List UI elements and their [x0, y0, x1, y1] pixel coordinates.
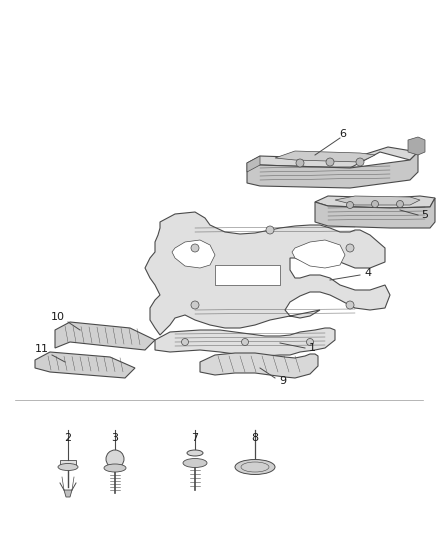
Polygon shape: [155, 328, 335, 356]
Text: 2: 2: [64, 433, 71, 443]
Polygon shape: [200, 353, 318, 378]
Polygon shape: [215, 265, 280, 285]
Circle shape: [396, 200, 403, 207]
Polygon shape: [335, 196, 420, 205]
Circle shape: [241, 338, 248, 345]
Polygon shape: [315, 198, 435, 228]
Polygon shape: [247, 147, 418, 168]
Polygon shape: [408, 137, 425, 155]
Circle shape: [191, 301, 199, 309]
Text: 1: 1: [308, 343, 315, 353]
Text: 3: 3: [112, 433, 119, 443]
Circle shape: [266, 226, 274, 234]
Text: 8: 8: [251, 433, 258, 443]
Polygon shape: [35, 352, 135, 378]
Circle shape: [346, 244, 354, 252]
Ellipse shape: [104, 464, 126, 472]
Ellipse shape: [183, 458, 207, 467]
Polygon shape: [55, 322, 155, 350]
Circle shape: [296, 159, 304, 167]
Ellipse shape: [58, 464, 78, 471]
Polygon shape: [315, 196, 435, 208]
Circle shape: [346, 201, 353, 208]
Ellipse shape: [187, 450, 203, 456]
Polygon shape: [172, 240, 215, 268]
Text: 4: 4: [364, 268, 371, 278]
Polygon shape: [64, 490, 72, 497]
Text: 5: 5: [421, 210, 428, 220]
Text: 9: 9: [279, 376, 286, 386]
Text: 10: 10: [51, 312, 65, 322]
Circle shape: [356, 158, 364, 166]
Circle shape: [181, 338, 188, 345]
Circle shape: [346, 301, 354, 309]
Circle shape: [106, 450, 124, 468]
Circle shape: [191, 244, 199, 252]
Polygon shape: [60, 460, 76, 465]
Text: 7: 7: [191, 433, 198, 443]
Text: 6: 6: [339, 129, 346, 139]
Polygon shape: [247, 156, 260, 172]
Polygon shape: [145, 212, 390, 335]
Circle shape: [307, 338, 314, 345]
Polygon shape: [247, 152, 418, 188]
Polygon shape: [292, 240, 345, 268]
Text: 11: 11: [35, 344, 49, 354]
Circle shape: [371, 200, 378, 207]
Circle shape: [326, 158, 334, 166]
Ellipse shape: [235, 459, 275, 474]
Polygon shape: [275, 151, 375, 162]
